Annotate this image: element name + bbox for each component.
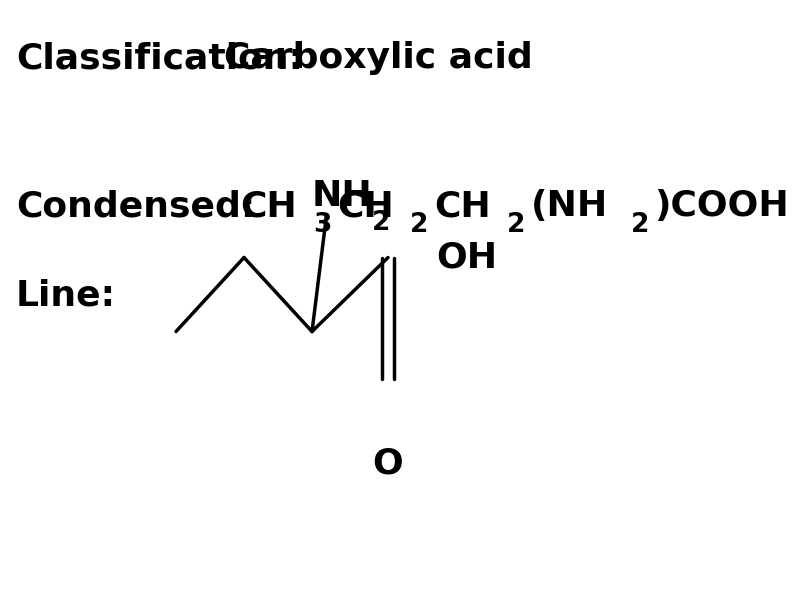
Text: Classification:: Classification: [16,41,303,75]
Text: 2: 2 [630,212,649,238]
Text: Condensed:: Condensed: [16,189,255,223]
Text: 2: 2 [507,212,526,238]
Text: O: O [373,447,403,481]
Text: 2: 2 [410,212,429,238]
Text: NH: NH [312,179,373,213]
Text: Line:: Line: [16,279,116,313]
Text: CH: CH [240,189,297,223]
Text: CH: CH [434,189,490,223]
Text: )COOH: )COOH [654,189,789,223]
Text: 2: 2 [372,210,390,236]
Text: Carboxylic acid: Carboxylic acid [224,41,533,75]
Text: 3: 3 [314,212,332,238]
Text: OH: OH [436,240,497,275]
Text: CH: CH [337,189,394,223]
Text: (NH: (NH [531,189,608,223]
